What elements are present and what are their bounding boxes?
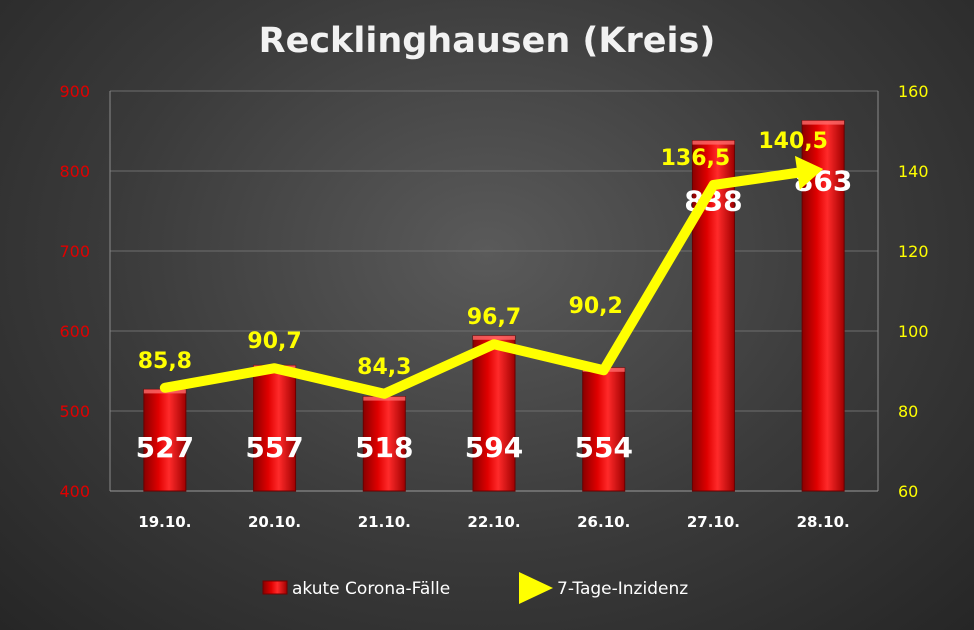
x-tick-label: 20.10. — [248, 513, 301, 531]
bar-21-10 — [362, 396, 406, 492]
bar-26-10 — [582, 367, 626, 492]
bar-cap — [692, 140, 735, 145]
bar-cap — [802, 120, 845, 125]
line-data-label: 96,7 — [467, 305, 521, 330]
line-data-label: 136,5 — [661, 146, 731, 171]
bar-28-10 — [801, 120, 845, 492]
legend: akute Corona-Fälle 7-Tage-Inzidenz — [262, 572, 688, 604]
y-left-tick-label: 500 — [59, 402, 90, 421]
legend-bar-label: akute Corona-Fälle — [292, 579, 450, 599]
bar-data-label: 518 — [355, 431, 413, 464]
y-right-tick-label: 80 — [898, 402, 918, 421]
bar-data-label: 594 — [465, 431, 523, 464]
bar-22-10 — [472, 335, 516, 492]
line-series — [159, 155, 824, 399]
y-left-tick-label: 800 — [59, 162, 90, 181]
incidence-line — [159, 167, 803, 399]
x-tick-label: 28.10. — [797, 513, 850, 531]
y-right-tick-label: 100 — [898, 322, 929, 341]
y-right-tick-label: 60 — [898, 482, 918, 501]
line-data-labels: 85,8 90,7 84,3 96,7 90,2 136,5 140,5 — [138, 129, 828, 380]
bar-cap — [473, 335, 515, 340]
legend-line-label: 7-Tage-Inzidenz — [557, 579, 688, 599]
x-tick-label: 27.10. — [687, 513, 740, 531]
line-data-label: 84,3 — [357, 355, 411, 380]
incidence-arrowhead — [794, 155, 824, 190]
bar-data-label: 557 — [245, 431, 303, 464]
x-tick-label: 21.10. — [358, 513, 411, 531]
chart-title: Recklinghausen (Kreis) — [259, 21, 716, 61]
bar-data-label: 554 — [574, 431, 632, 464]
line-data-label: 90,7 — [247, 329, 301, 354]
x-tick-label: 26.10. — [577, 513, 630, 531]
bar-data-label: 527 — [136, 431, 194, 464]
x-tick-label: 22.10. — [467, 513, 520, 531]
y-right-tick-label: 160 — [898, 82, 929, 101]
line-data-label: 140,5 — [758, 129, 828, 154]
y-left-tick-label: 700 — [59, 242, 90, 261]
line-data-label: 90,2 — [569, 294, 623, 319]
y-right-tick-label: 140 — [898, 162, 929, 181]
legend-bar-swatch — [262, 580, 288, 595]
x-tick-label: 19.10. — [138, 513, 191, 531]
y-left-tick-label: 600 — [59, 322, 90, 341]
legend-line-swatch — [519, 572, 553, 604]
y-right-tick-label: 120 — [898, 242, 929, 261]
bar-series — [143, 120, 845, 492]
line-data-label: 85,8 — [138, 349, 192, 374]
bar-20-10 — [253, 364, 297, 492]
x-axis-tick-labels: 19.10. 20.10. 21.10. 22.10. 26.10. 27.10. 28.1… — [138, 513, 849, 531]
bar-19-10 — [143, 388, 187, 492]
y-left-tick-label: 400 — [59, 482, 90, 501]
axes: 400 500 600 700 800 900 60 80 100 120 140 160 — [59, 82, 928, 501]
y-left-tick-label: 900 — [59, 82, 90, 101]
